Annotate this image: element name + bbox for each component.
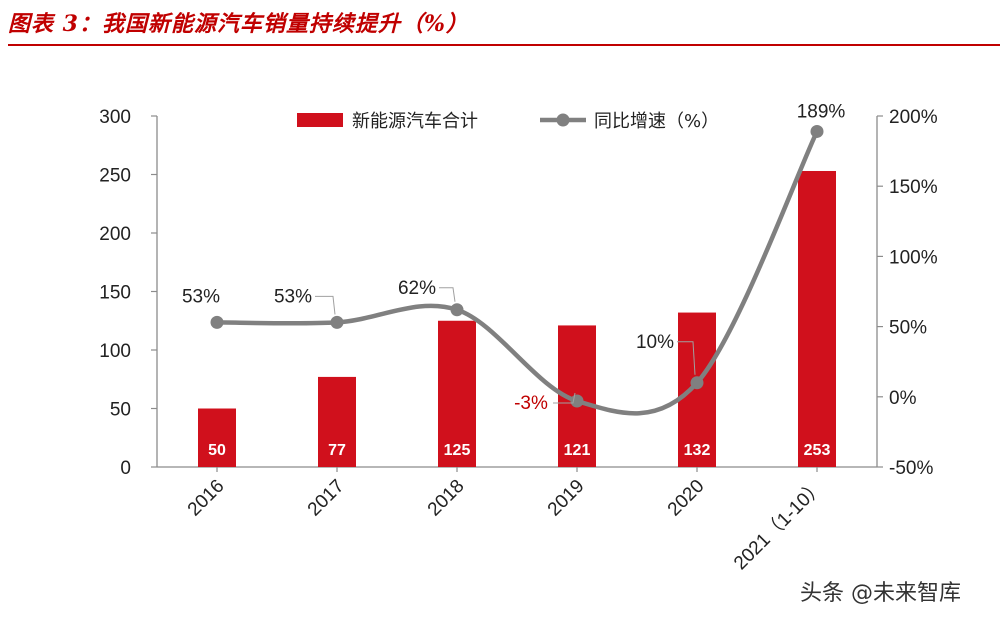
growth-marker [810,124,824,138]
x-tick-label: 2019 [544,476,589,521]
legend-bar-swatch [297,113,343,127]
bar [678,312,716,467]
title-divider [8,44,1000,46]
x-tick-label: 2017 [304,476,349,521]
chart-legend: 新能源汽车合计 同比增速（%） [297,111,719,132]
bar [438,320,476,467]
bar-value-label: 121 [564,442,591,459]
bar-value-label: 253 [804,442,831,459]
bar-series [198,170,836,468]
y-left-tick-label: 0 [120,458,131,479]
y-right-tick-label: 200% [889,107,938,128]
growth-value-label: 62% [398,278,436,299]
growth-marker [690,376,704,390]
y-left-tick-label: 150 [99,283,131,304]
y-left-tick-label: 300 [99,107,131,128]
growth-value-label: 10% [636,332,674,353]
legend-line-marker [556,113,570,127]
y-left-tick-label: 50 [110,400,131,421]
y-left-tick-label: 100 [99,341,131,362]
growth-value-label: 53% [274,286,312,307]
watermark-text: 头条 @未来智库 [800,581,961,606]
y-right-tick-label: 0% [889,388,917,409]
growth-marker [450,303,464,317]
leader-line [553,392,576,404]
growth-value-label: 53% [182,286,220,307]
bar [798,170,836,468]
y-left-tick-label: 200 [99,224,131,245]
watermark: 头条 @未来智库 [800,581,961,606]
legend-bar-label: 新能源汽车合计 [352,111,478,132]
growth-value-label: -3% [514,393,548,414]
x-tick-label: 2018 [424,476,469,521]
x-tick-label: 2021（1-10） [729,475,828,574]
y-right-tick-label: 100% [889,247,938,268]
line-series [210,124,824,416]
bar-value-label: 125 [444,442,471,459]
leader-line [439,287,456,302]
y-right-tick-label: -50% [889,458,933,479]
growth-value-label: 189% [797,101,846,122]
growth-marker [570,394,584,408]
growth-line [214,129,820,416]
legend-line-label: 同比增速（%） [594,111,719,132]
data-labels: 50 77 125 121 132 253 53% 53% 62% -3% 10% 189% [182,101,845,459]
bar-value-label: 77 [328,442,346,459]
bar [318,376,356,467]
bar [198,408,236,467]
y-right-tick-label: 150% [889,177,938,198]
y-right-tick-label: 50% [889,318,927,339]
y-left-tick-label: 250 [99,166,131,187]
leader-line [315,295,336,315]
growth-marker [210,315,224,329]
figure-title: 图表 3：我国新能源汽车销量持续提升（%） [8,11,469,37]
bar-value-label: 132 [684,442,711,459]
growth-marker [330,315,344,329]
leader-line [677,341,696,375]
x-tick-label: 2020 [664,476,709,521]
bar-value-label: 50 [208,442,226,459]
x-tick-label: 2016 [184,476,229,521]
